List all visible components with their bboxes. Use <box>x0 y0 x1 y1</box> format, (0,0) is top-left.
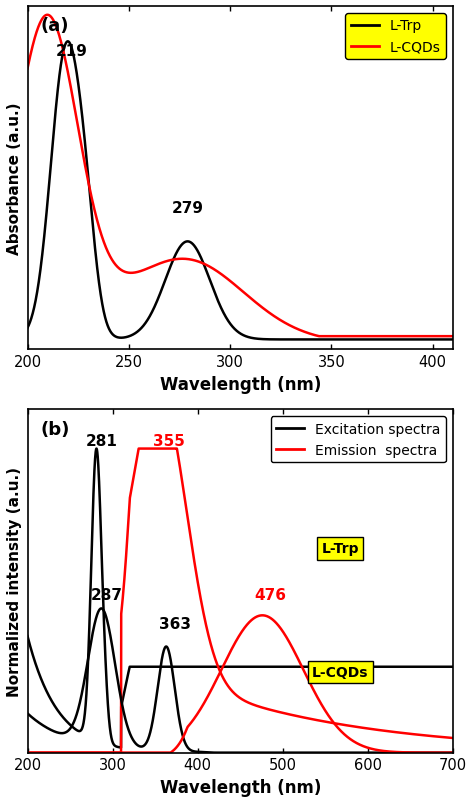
Text: 363: 363 <box>159 617 191 632</box>
Y-axis label: Absorbance (a.u.): Absorbance (a.u.) <box>7 102 22 255</box>
Legend: Excitation spectra, Emission  spectra: Excitation spectra, Emission spectra <box>271 417 446 463</box>
Text: L-Trp: L-Trp <box>321 542 359 556</box>
Text: L-CQDs: L-CQDs <box>312 665 368 679</box>
Text: 279: 279 <box>172 201 203 216</box>
Text: 476: 476 <box>254 587 286 602</box>
Text: 355: 355 <box>154 434 185 449</box>
Text: (a): (a) <box>40 17 69 35</box>
Text: 287: 287 <box>91 587 122 602</box>
Text: 281: 281 <box>85 434 117 449</box>
Y-axis label: Normalized intensity (a.u.): Normalized intensity (a.u.) <box>7 467 22 696</box>
X-axis label: Wavelength (nm): Wavelength (nm) <box>160 778 321 796</box>
Text: (b): (b) <box>40 420 70 438</box>
X-axis label: Wavelength (nm): Wavelength (nm) <box>160 375 321 393</box>
Legend: L-Trp, L-CQDs: L-Trp, L-CQDs <box>345 14 446 60</box>
Text: 219: 219 <box>56 44 88 59</box>
